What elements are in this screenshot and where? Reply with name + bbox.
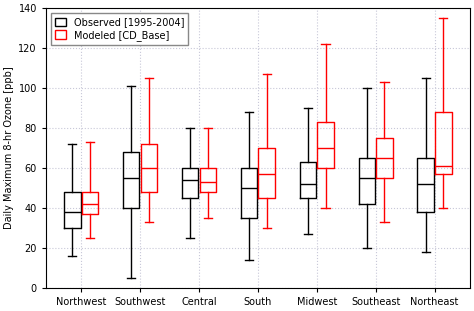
Y-axis label: Daily Maximum 8-hr Ozone [ppb]: Daily Maximum 8-hr Ozone [ppb]: [4, 67, 14, 229]
Legend: Observed [1995-2004], Modeled [CD_Base]: Observed [1995-2004], Modeled [CD_Base]: [51, 13, 189, 44]
